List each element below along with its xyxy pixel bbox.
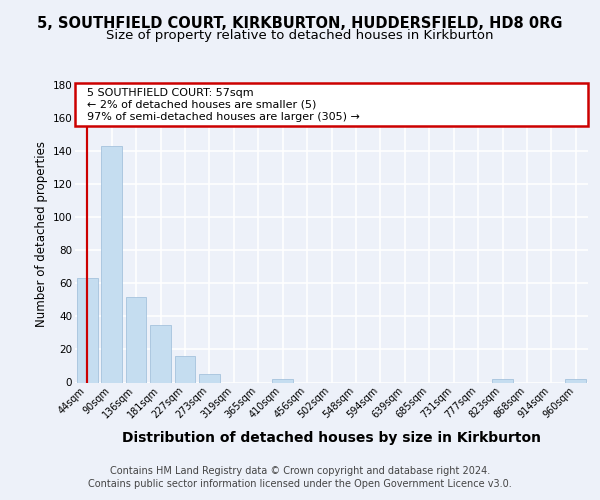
Text: 5 SOUTHFIELD COURT: 57sqm
← 2% of detached houses are smaller (5)
97% of semi-de: 5 SOUTHFIELD COURT: 57sqm ← 2% of detach… <box>87 88 360 122</box>
FancyBboxPatch shape <box>75 84 588 126</box>
Text: Contains public sector information licensed under the Open Government Licence v3: Contains public sector information licen… <box>88 479 512 489</box>
Bar <box>125 296 146 382</box>
Bar <box>77 278 98 382</box>
Text: Contains HM Land Registry data © Crown copyright and database right 2024.: Contains HM Land Registry data © Crown c… <box>110 466 490 476</box>
Bar <box>101 146 122 382</box>
Bar <box>199 374 220 382</box>
Bar <box>492 379 513 382</box>
Y-axis label: Number of detached properties: Number of detached properties <box>35 141 49 327</box>
Bar <box>565 379 586 382</box>
Text: 5, SOUTHFIELD COURT, KIRKBURTON, HUDDERSFIELD, HD8 0RG: 5, SOUTHFIELD COURT, KIRKBURTON, HUDDERS… <box>37 16 563 31</box>
Bar <box>175 356 196 382</box>
Text: Size of property relative to detached houses in Kirkburton: Size of property relative to detached ho… <box>106 29 494 42</box>
Bar <box>272 379 293 382</box>
Bar <box>150 324 171 382</box>
X-axis label: Distribution of detached houses by size in Kirkburton: Distribution of detached houses by size … <box>122 432 541 446</box>
